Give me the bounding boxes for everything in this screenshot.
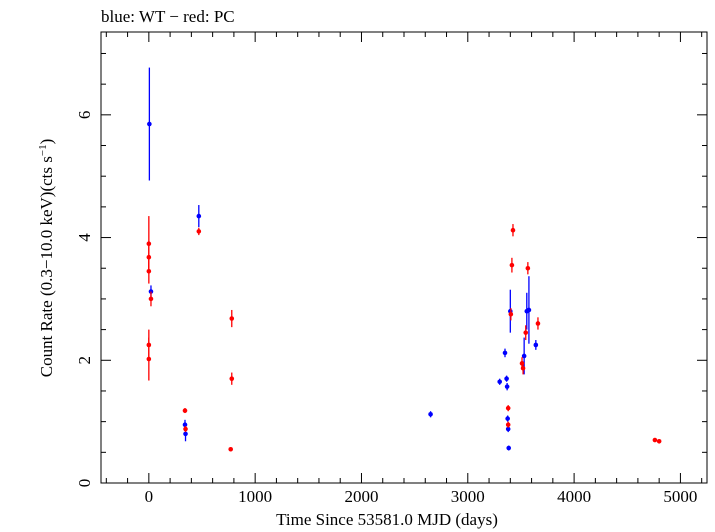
data-point	[502, 350, 508, 356]
data-point	[509, 262, 515, 268]
data-point	[525, 265, 531, 271]
series-pc	[146, 216, 662, 452]
x-tick-label: 1000	[238, 487, 272, 506]
x-axis-label: Time Since 53581.0 MJD (days)	[276, 510, 498, 529]
data-point	[228, 446, 234, 452]
data-point	[196, 229, 202, 234]
data-point	[146, 269, 152, 274]
data-point	[652, 437, 658, 443]
y-axis-label: Count Rate (0.3−10.0 keV)(cts s−1)	[37, 139, 56, 378]
y-axis-label-main: Count Rate (0.3−10.0 keV)(cts s	[37, 156, 56, 377]
data-point	[146, 356, 152, 362]
data-point	[535, 321, 541, 326]
x-tick-label: 0	[145, 487, 154, 506]
data-point	[521, 353, 527, 359]
data-point	[505, 426, 511, 432]
data-point	[183, 431, 188, 437]
data-point	[533, 342, 539, 348]
series-wt	[147, 67, 539, 451]
y-tick-label: 6	[75, 111, 94, 120]
axis-ticks: 0 1000 2000 3000 4000 5000 0 2 4 6	[75, 32, 707, 506]
data-point	[428, 411, 433, 417]
y-axis-label-close: )	[37, 139, 56, 145]
data-point	[656, 438, 662, 444]
data-point	[508, 311, 514, 317]
data-point	[526, 307, 532, 313]
y-tick-label: 4	[75, 233, 94, 242]
data-point	[183, 426, 188, 432]
data-point	[510, 227, 516, 233]
x-tick-label: 4000	[557, 487, 591, 506]
data-point	[505, 416, 510, 421]
data-point	[229, 316, 235, 321]
data-point	[147, 121, 152, 127]
data-point	[229, 376, 235, 381]
data-point	[146, 254, 152, 260]
chart-title: blue: WT − red: PC	[101, 7, 235, 26]
data-point	[497, 379, 502, 385]
data-point	[146, 241, 152, 246]
y-axis-label-exponent: −1	[37, 144, 49, 156]
data-point	[148, 296, 154, 302]
data-point	[504, 376, 509, 381]
data-points	[146, 67, 662, 452]
data-point	[196, 213, 202, 219]
data-point	[523, 330, 529, 335]
y-tick-label: 0	[75, 479, 94, 488]
x-tick-label: 5000	[663, 487, 697, 506]
data-point	[182, 408, 188, 413]
data-point	[182, 422, 188, 428]
data-point	[504, 384, 510, 389]
data-point	[505, 422, 511, 428]
plot-frame	[100, 31, 708, 484]
y-tick-label: 2	[75, 356, 94, 365]
x-tick-label: 3000	[451, 487, 485, 506]
data-point	[505, 405, 511, 411]
x-tick-label: 2000	[344, 487, 378, 506]
data-point	[520, 365, 526, 371]
data-point	[506, 445, 512, 451]
